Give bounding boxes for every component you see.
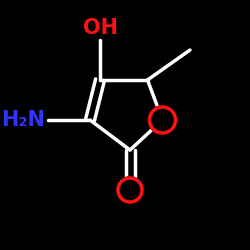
Circle shape xyxy=(148,106,177,134)
Text: OH: OH xyxy=(82,18,118,38)
Circle shape xyxy=(117,177,143,203)
Text: H₂N: H₂N xyxy=(1,110,45,130)
